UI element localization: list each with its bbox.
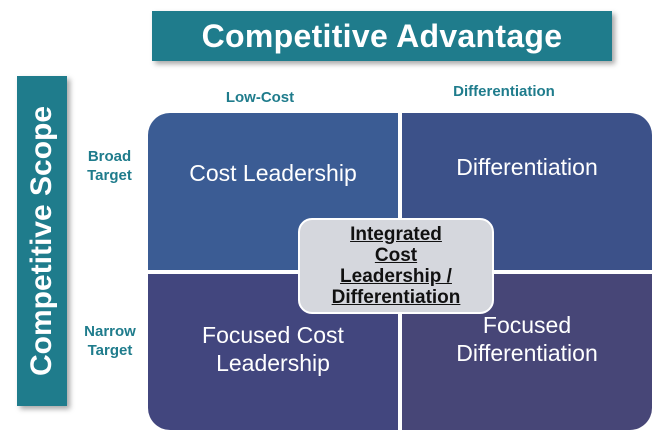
quadrant-focused-cost-leadership-line2: Leadership: [216, 350, 330, 376]
quadrant-cost-leadership-label: Cost Leadership: [189, 159, 357, 186]
row-label-narrow-target: Narrow Target: [70, 322, 150, 360]
quadrant-differentiation-label: Differentiation: [456, 153, 598, 180]
row-label-narrow-target-word: Target: [87, 342, 133, 359]
quadrant-focused-differentiation-line2: Differentiation: [456, 340, 598, 366]
row-label-broad: Broad: [87, 148, 132, 165]
quadrant-cost-leadership: Cost Leadership: [148, 113, 398, 270]
row-label-narrow: Narrow: [84, 323, 136, 340]
diagram-title: Competitive Advantage: [201, 17, 563, 54]
row-label-broad-target-word: Target: [87, 167, 132, 184]
column-label-low-cost: Low-Cost: [225, 89, 295, 106]
quadrant-focused-differentiation-line1: Focused: [482, 312, 572, 338]
integrated-line1: Integrated: [350, 224, 442, 245]
integrated-line2: Cost: [374, 245, 418, 266]
integrated-strategy-box: Integrated Cost Leadership / Differentia…: [298, 218, 494, 314]
quadrant-focused-cost-leadership-line1: Focused Cost: [202, 322, 344, 348]
integrated-line3: Leadership /: [340, 266, 452, 287]
integrated-line4: Differentiation: [331, 287, 461, 308]
row-label-broad-target: Broad Target: [72, 147, 147, 185]
column-label-differentiation: Differentiation: [453, 83, 555, 100]
side-banner: Competitive Scope: [17, 76, 67, 406]
title-banner: Competitive Advantage: [152, 11, 612, 61]
side-title: Competitive Scope: [25, 105, 58, 377]
quadrant-focused-cost-leadership: Focused Cost Leadership: [148, 274, 398, 430]
